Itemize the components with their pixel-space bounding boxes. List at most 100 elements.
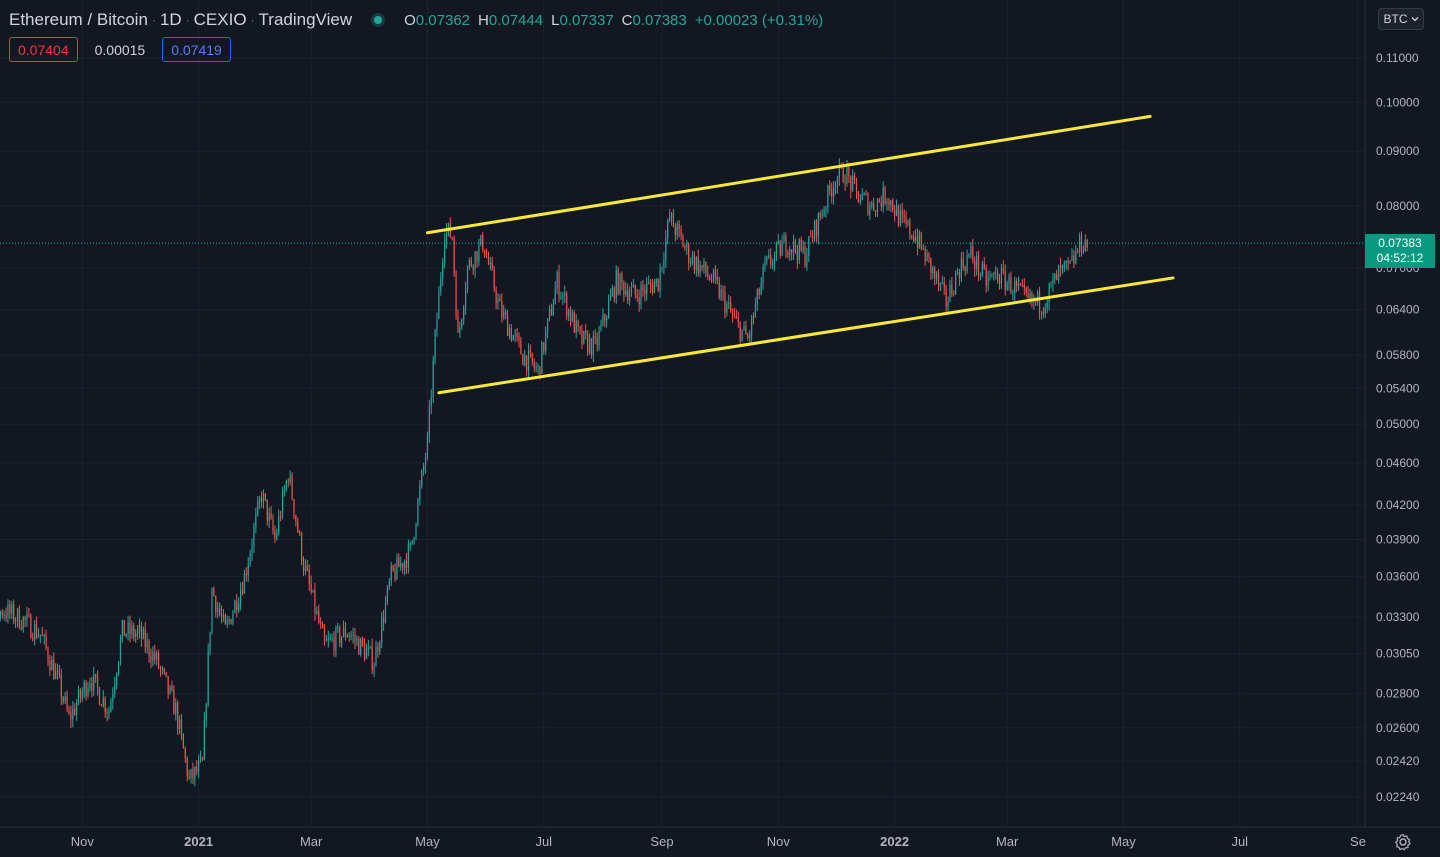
y-tick-label: 0.05000: [1376, 417, 1420, 431]
market-status-dot-icon[interactable]: [374, 16, 383, 24]
candle-body: [617, 270, 619, 294]
candle-body: [428, 406, 430, 435]
candle-body: [339, 627, 341, 644]
candle: [157, 649, 160, 670]
candle-body: [1048, 283, 1050, 303]
trendline-upper-channel[interactable]: [425, 114, 1152, 235]
candle: [178, 715, 181, 734]
candle: [331, 633, 333, 642]
candle-body: [283, 489, 286, 492]
candle: [556, 269, 558, 294]
candle-body: [22, 616, 24, 629]
candle-body: [853, 175, 856, 181]
candle-body: [348, 635, 350, 637]
candle: [341, 636, 343, 649]
candle: [478, 238, 480, 267]
low-label: L: [551, 11, 560, 29]
candle: [916, 228, 919, 256]
candle-body: [779, 241, 781, 256]
candle-body: [51, 659, 53, 671]
candle: [937, 269, 940, 292]
legend-separator: ·: [250, 13, 255, 27]
candle: [728, 294, 730, 309]
candle: [560, 291, 562, 301]
candle-body: [690, 262, 692, 264]
candle: [123, 620, 125, 637]
currency-select-button[interactable]: BTC: [1378, 8, 1424, 30]
candle-body: [89, 683, 91, 688]
candle: [468, 257, 471, 271]
candle: [1077, 248, 1079, 254]
candle-body: [72, 708, 74, 720]
candle-body: [281, 491, 284, 517]
candle: [569, 306, 572, 327]
candle-body: [167, 676, 169, 694]
candle: [640, 281, 642, 310]
candle-body: [394, 570, 396, 580]
interval-label[interactable]: 1D: [159, 10, 182, 29]
candle-body: [430, 397, 432, 407]
candle-body: [503, 311, 505, 317]
candle: [1086, 238, 1088, 252]
candle: [522, 353, 524, 366]
candle-body: [699, 264, 701, 274]
candle-body: [619, 273, 621, 294]
candle: [934, 266, 936, 286]
candle: [381, 611, 383, 649]
candle: [222, 608, 225, 622]
candle-body: [171, 686, 173, 691]
candle-body: [201, 757, 204, 760]
bid-price-button[interactable]: 0.07404: [9, 37, 78, 62]
trendlines[interactable]: [425, 114, 1175, 395]
candle-body: [764, 261, 766, 267]
candle: [213, 586, 215, 597]
candle: [773, 251, 776, 272]
candle-body: [1084, 240, 1086, 252]
candle: [253, 522, 255, 554]
candle-body: [783, 236, 785, 243]
candle-body: [68, 709, 70, 714]
candle-body: [625, 290, 627, 295]
candle-body: [55, 670, 57, 680]
symbol-name[interactable]: Ethereum / Bitcoin: [9, 10, 148, 29]
trendline-lower-channel[interactable]: [437, 276, 1175, 395]
candle-body: [83, 682, 85, 692]
candle: [920, 231, 922, 251]
candle: [518, 332, 520, 348]
candle-body: [421, 470, 423, 487]
candle: [131, 620, 133, 639]
candle-body: [320, 622, 322, 624]
candle-body: [413, 537, 415, 541]
candle-body: [77, 689, 80, 704]
candle-body: [812, 236, 814, 239]
candle: [762, 263, 764, 290]
ask-price-button[interactable]: 0.07419: [162, 37, 231, 62]
candle-body: [794, 240, 797, 251]
candle: [943, 276, 945, 296]
candle-body: [672, 213, 675, 228]
candle: [278, 509, 280, 536]
candle-body: [230, 619, 232, 624]
candle-body: [1012, 293, 1014, 295]
candle: [958, 268, 961, 286]
candle: [194, 766, 196, 787]
candle: [346, 633, 348, 638]
candle-body: [966, 256, 968, 271]
candle: [512, 334, 514, 341]
candle-body: [79, 689, 82, 698]
candle: [363, 638, 366, 662]
candle: [979, 272, 982, 281]
candle-body: [352, 634, 354, 636]
candle-body: [178, 719, 181, 730]
candle: [321, 621, 324, 629]
candle-body: [423, 466, 425, 471]
candle: [388, 578, 390, 591]
candle: [474, 251, 476, 278]
candle-body: [289, 475, 291, 483]
candle: [407, 539, 409, 574]
candle: [783, 232, 785, 243]
candle-body: [663, 259, 665, 267]
gear-icon[interactable]: [1393, 832, 1413, 852]
